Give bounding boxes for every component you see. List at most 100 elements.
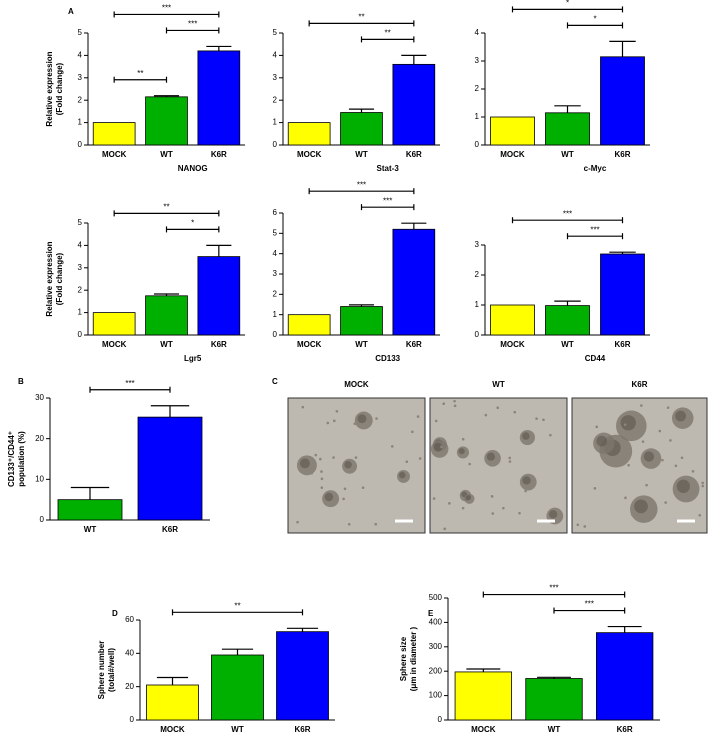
- x-tick-label: K6R: [211, 340, 227, 349]
- x-tick-label: WT: [561, 340, 574, 349]
- x-axis-label: Lgr5: [184, 354, 202, 363]
- cell: [319, 457, 322, 461]
- x-tick-label: WT: [231, 725, 244, 734]
- x-tick-label: MOCK: [500, 150, 525, 159]
- cell: [416, 415, 420, 418]
- x-tick-label: MOCK: [500, 340, 525, 349]
- x-tick-label: K6R: [617, 725, 633, 734]
- x-tick-label: WT: [548, 725, 561, 734]
- cell: [542, 418, 545, 422]
- panel-label: D: [112, 609, 118, 618]
- significance-label: **: [234, 601, 240, 610]
- y-tick-label: 40: [125, 648, 134, 657]
- significance-label: *: [593, 15, 596, 24]
- y-axis-label: (total#/well): [107, 648, 116, 692]
- cell: [375, 417, 378, 420]
- cell: [326, 421, 330, 425]
- y-tick-label: 0: [438, 715, 443, 724]
- sphere-core: [357, 414, 367, 424]
- y-tick-label: 1: [78, 308, 83, 317]
- significance-label: **: [137, 69, 143, 78]
- cell: [432, 497, 436, 500]
- y-tick-label: 4: [475, 28, 480, 37]
- cell: [621, 459, 624, 463]
- x-axis-label: CD133: [375, 354, 400, 363]
- x-tick-label: MOCK: [297, 150, 322, 159]
- sphere-core: [486, 452, 496, 461]
- cell: [691, 470, 695, 473]
- cell: [332, 456, 335, 459]
- significance-label: ***: [549, 584, 558, 593]
- y-tick-label: 30: [35, 393, 44, 402]
- x-tick-label: K6R: [614, 150, 630, 159]
- cell: [630, 513, 634, 517]
- bar: [525, 678, 583, 721]
- bar: [340, 306, 383, 336]
- y-tick-label: 2: [273, 95, 278, 104]
- x-tick-label: MOCK: [160, 725, 185, 734]
- significance-label: ***: [590, 225, 599, 234]
- bar: [145, 295, 188, 336]
- x-axis-label: Stat-3: [377, 164, 400, 173]
- y-tick-label: 60: [125, 615, 134, 624]
- y-tick-label: 100: [429, 691, 443, 700]
- image-label: MOCK: [344, 380, 369, 389]
- cell: [624, 496, 627, 500]
- x-axis-label: c-Myc: [584, 164, 607, 173]
- cell: [701, 481, 705, 485]
- cell: [453, 404, 457, 408]
- sphere-core: [522, 432, 530, 440]
- y-tick-label: 5: [273, 28, 278, 37]
- x-tick-label: MOCK: [102, 150, 127, 159]
- cell: [595, 425, 599, 429]
- cell: [593, 487, 597, 490]
- cell: [296, 520, 299, 524]
- x-tick-label: WT: [160, 340, 173, 349]
- y-axis-label: (Fold change): [55, 62, 64, 115]
- cell: [301, 405, 305, 409]
- significance-label: ***: [125, 379, 134, 388]
- bar: [340, 112, 383, 146]
- cell: [411, 430, 414, 434]
- y-tick-label: 1: [78, 118, 83, 127]
- cell: [623, 423, 627, 427]
- y-tick-label: 0: [78, 140, 83, 149]
- cell: [443, 527, 447, 531]
- micrograph: [429, 397, 568, 534]
- y-tick-label: 2: [475, 84, 480, 93]
- y-tick-label: 3: [273, 73, 278, 82]
- y-axis-label: population (%): [17, 431, 26, 487]
- bar: [600, 253, 645, 336]
- cell: [347, 522, 351, 526]
- y-tick-label: 5: [273, 228, 278, 237]
- cell: [354, 456, 358, 459]
- cell: [674, 464, 678, 468]
- cell: [335, 409, 339, 413]
- x-tick-label: K6R: [162, 525, 178, 534]
- cell: [310, 471, 313, 475]
- x-tick-label: MOCK: [102, 340, 127, 349]
- cell: [638, 516, 641, 520]
- y-axis-label: Relative expression: [45, 241, 54, 316]
- cell: [320, 477, 324, 481]
- y-tick-label: 4: [78, 241, 83, 250]
- cell: [666, 406, 670, 409]
- y-tick-label: 3: [78, 263, 83, 272]
- sphere-core: [299, 458, 310, 469]
- bar: [600, 56, 645, 146]
- cell: [502, 506, 505, 510]
- cell: [640, 404, 643, 407]
- sphere-core: [465, 495, 471, 501]
- cell: [461, 437, 465, 441]
- cell: [508, 460, 512, 463]
- y-tick-label: 0: [130, 715, 135, 724]
- cell: [448, 502, 451, 505]
- cell: [353, 422, 357, 426]
- x-tick-label: K6R: [294, 725, 310, 734]
- y-tick-label: 1: [475, 300, 480, 309]
- bar: [287, 314, 331, 336]
- sphere-core: [675, 410, 686, 422]
- y-tick-label: 2: [475, 270, 480, 279]
- y-tick-label: 500: [429, 593, 443, 602]
- y-tick-label: 5: [78, 28, 83, 37]
